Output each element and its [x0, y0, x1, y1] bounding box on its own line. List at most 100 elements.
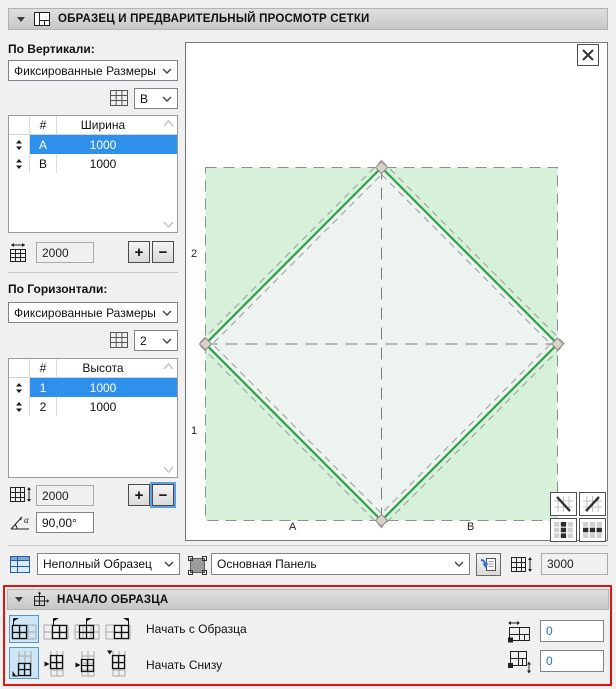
row-drag-handle[interactable] — [9, 378, 30, 397]
partial-pattern-value: Неполный Образец — [43, 557, 152, 571]
collapse-triangle-icon[interactable] — [17, 16, 25, 22]
start-centered-button[interactable] — [72, 615, 102, 643]
start-bottom-icon — [12, 650, 32, 676]
preview-col-label: A — [289, 521, 297, 533]
vertical-scheme-value: Фиксированные Размеры — [14, 63, 156, 78]
scroll-down-icon[interactable] — [163, 221, 174, 228]
remove-vertical-row-button[interactable]: − — [152, 241, 174, 263]
horizontal-sizes-table[interactable]: # Высота 1 1000 2 1000 — [8, 358, 178, 478]
horizontal-offset-field[interactable]: 0 — [540, 620, 604, 642]
start-with-pattern-label: Начать с Образца — [146, 622, 247, 636]
panel-swatch-icon[interactable] — [187, 555, 207, 575]
angle-field[interactable]: 90,00° — [36, 512, 94, 533]
row-size: 1000 — [89, 399, 117, 414]
diagonal-backslash-button[interactable] — [550, 492, 577, 516]
diagonal-slash-icon — [583, 496, 602, 512]
sort-arrows-icon — [16, 382, 22, 393]
preview-row-label: 1 — [191, 425, 198, 437]
col-size-header: Ширина — [80, 118, 126, 132]
table-row[interactable]: B 1000 — [9, 154, 177, 173]
col-num-header: # — [30, 359, 57, 377]
vertical-scheme-select[interactable]: Фиксированные Размеры — [8, 60, 178, 81]
start-left-aligned-button[interactable] — [9, 615, 39, 643]
start-center-icon — [74, 618, 100, 640]
row-id: 2 — [30, 397, 57, 416]
partial-pattern-icon — [8, 553, 32, 576]
start-middle-icon — [75, 650, 95, 676]
start-top-icon — [107, 650, 126, 676]
add-vertical-row-button[interactable]: + — [128, 241, 150, 263]
section-title: ОБРАЗЕЦ И ПРЕДВАРИТЕЛЬНЫЙ ПРОСМОТР СЕТКИ — [58, 13, 370, 25]
table-row[interactable]: 1 1000 — [9, 378, 177, 397]
sort-arrows-icon — [16, 401, 22, 412]
partial-pattern-select[interactable]: Неполный Образец — [37, 553, 180, 575]
vertical-band-pattern-button[interactable] — [550, 518, 577, 542]
horizontal-band-icon — [583, 522, 602, 538]
sort-arrows-icon — [16, 139, 22, 150]
divider — [8, 272, 178, 273]
vertical-offset-field[interactable]: 0 — [540, 650, 604, 672]
horizontal-offset-icon — [505, 619, 535, 643]
row-size: 1000 — [89, 380, 117, 395]
close-preview-button[interactable] — [577, 44, 599, 66]
table-header: # Ширина — [9, 116, 177, 135]
panel-type-select[interactable]: Основная Панель — [211, 553, 470, 575]
row-drag-handle[interactable] — [9, 397, 30, 416]
chevron-down-icon — [162, 310, 172, 316]
pattern-start-section-header[interactable]: НАЧАЛО ОБРАЗЦА — [7, 589, 609, 610]
grid-preview-drawing — [197, 159, 566, 529]
row-drag-handle[interactable] — [9, 154, 30, 173]
pattern-grid-icon — [34, 12, 50, 26]
grid-angle-icon: α — [8, 511, 34, 533]
start-end-icon — [105, 618, 131, 640]
chevron-down-icon — [162, 96, 172, 102]
total-height-icon — [8, 484, 34, 506]
apply-to-panel-button[interactable] — [476, 553, 501, 576]
row-size: 1000 — [89, 156, 117, 171]
preview-row-label: 2 — [191, 248, 198, 260]
horizontal-band-pattern-button[interactable] — [579, 518, 606, 542]
row-drag-handle[interactable] — [9, 135, 30, 154]
transfer-arrow-icon — [480, 558, 496, 571]
remove-horizontal-row-button[interactable]: − — [152, 484, 174, 506]
collapse-triangle-icon[interactable] — [15, 597, 23, 602]
row-id: A — [30, 135, 57, 154]
pattern-origin-icon — [34, 591, 50, 606]
horizontal-count-select[interactable]: 2 — [134, 330, 178, 351]
diagonal-backslash-icon — [554, 496, 573, 512]
row-id: B — [30, 154, 57, 173]
pattern-preview-section-header[interactable]: ОБРАЗЕЦ И ПРЕДВАРИТЕЛЬНЫЙ ПРОСМОТР СЕТКИ — [8, 8, 608, 30]
start-top-aligned-button[interactable] — [103, 647, 133, 679]
row-size: 1000 — [89, 137, 117, 152]
start-above-icon — [44, 650, 64, 676]
vertical-grid-count-icon — [108, 88, 130, 108]
horizontal-grid-count-icon — [108, 330, 130, 350]
vertical-sizes-table[interactable]: # Ширина A 1000 B 1000 — [8, 115, 178, 233]
add-horizontal-row-button[interactable]: + — [128, 484, 150, 506]
vertical-count-select[interactable]: B — [134, 88, 178, 109]
vertical-offset-icon — [505, 649, 535, 675]
divider — [8, 545, 608, 546]
start-from-bottom-label: Начать Снизу — [146, 658, 223, 672]
horizontal-scheme-select[interactable]: Фиксированные Размеры — [8, 302, 178, 323]
diagonal-slash-button[interactable] — [579, 492, 606, 516]
start-middle-button[interactable] — [72, 647, 102, 679]
vertical-count-value: B — [140, 91, 149, 106]
table-row[interactable]: A 1000 — [9, 135, 177, 154]
start-right-of-mark-button[interactable] — [41, 615, 71, 643]
preview-col-label: B — [467, 521, 475, 533]
table-row[interactable]: 2 1000 — [9, 397, 177, 416]
chevron-down-icon — [454, 561, 464, 567]
start-bottom-aligned-button[interactable] — [9, 647, 39, 679]
start-above-mark-button[interactable] — [41, 647, 71, 679]
grid-preview-canvas[interactable] — [185, 42, 608, 541]
scroll-up-icon[interactable] — [163, 120, 174, 127]
start-left-icon — [11, 618, 37, 640]
pattern-height-field: 3000 — [541, 553, 608, 575]
start-left-of-mark-button[interactable] — [103, 615, 133, 643]
scroll-up-icon[interactable] — [163, 363, 174, 370]
scroll-down-icon[interactable] — [163, 466, 174, 473]
pattern-height-icon — [509, 554, 535, 576]
chevron-down-icon — [164, 561, 174, 567]
